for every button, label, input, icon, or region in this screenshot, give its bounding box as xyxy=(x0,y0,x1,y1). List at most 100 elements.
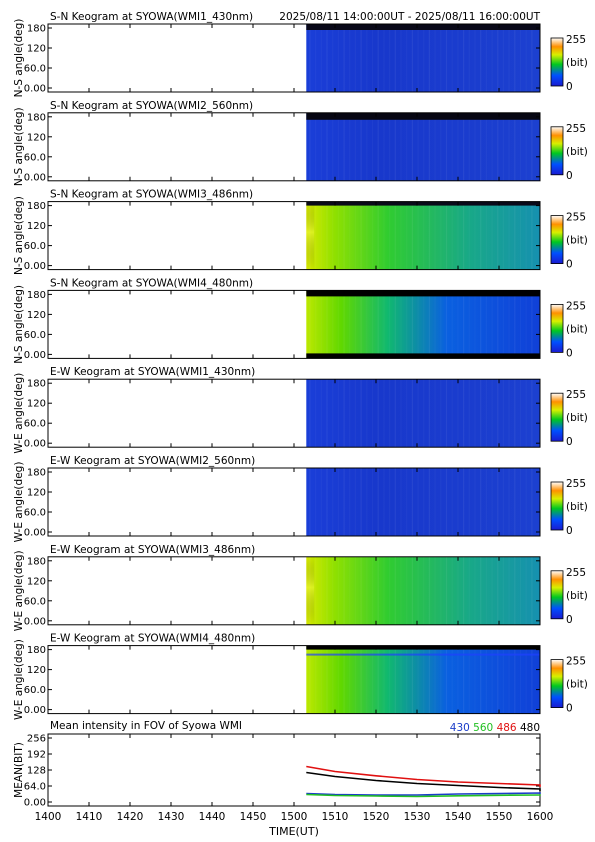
colorbar xyxy=(550,570,564,620)
keogram-streak xyxy=(332,468,333,536)
keogram-streak xyxy=(492,557,493,625)
keogram-streak xyxy=(514,112,516,181)
keogram-edge-band xyxy=(306,24,540,30)
y-tick-label: 180 xyxy=(27,290,46,301)
keogram-streak xyxy=(338,113,339,181)
keogram-streak xyxy=(321,646,322,714)
keogram-streak xyxy=(492,202,493,270)
keogram-streak xyxy=(435,379,436,447)
keogram-streak xyxy=(474,24,475,92)
keogram-streak xyxy=(383,24,384,92)
keogram-edge-band xyxy=(306,653,540,656)
keogram-streak xyxy=(445,112,448,181)
keogram-streak xyxy=(389,557,390,625)
keogram-streak xyxy=(383,379,384,447)
mean-y-label: MEAN(BIT) xyxy=(13,742,25,798)
keogram-streak xyxy=(338,468,339,536)
keogram-streak xyxy=(360,290,362,359)
keogram-streak xyxy=(423,113,424,181)
keogram-panel: S-N Keogram at SYOWA(WMI1_430nm) 180 120 60… xyxy=(13,11,588,97)
keogram-streak xyxy=(531,290,533,359)
colorbar-min-label: 0 xyxy=(566,259,573,271)
x-tick-label: 1600 xyxy=(527,811,554,823)
keogram-streak xyxy=(321,290,322,358)
colorbar-unit-label: (bit) xyxy=(566,57,588,69)
keogram-streak xyxy=(360,645,362,714)
y-tick-label: 60.0 xyxy=(24,152,46,163)
keogram-image xyxy=(306,379,540,448)
keogram-streak xyxy=(372,290,373,358)
keogram-streak xyxy=(435,202,436,270)
keogram-streak xyxy=(445,24,448,92)
y-tick-label: 120 xyxy=(27,310,46,321)
keogram-streak xyxy=(377,24,379,92)
colorbar-max-label: 255 xyxy=(566,478,586,490)
keogram-streak xyxy=(411,290,413,359)
mean-y-tick-label: 128 xyxy=(27,766,46,777)
colorbar-min-label: 0 xyxy=(566,81,573,93)
keogram-streak xyxy=(440,468,441,536)
x-tick-label: 1530 xyxy=(404,811,431,823)
keogram-streak xyxy=(343,201,345,270)
keogram-streak xyxy=(486,379,487,447)
keogram-streak xyxy=(486,24,487,92)
keogram-streak xyxy=(349,557,350,625)
legend-entry: 430 xyxy=(450,722,470,734)
keogram-streak xyxy=(406,113,407,181)
keogram-streak xyxy=(355,113,356,181)
keogram-streak xyxy=(315,113,316,181)
keogram-streak xyxy=(480,112,482,181)
keogram-streak xyxy=(315,202,316,270)
keogram-streak xyxy=(411,468,413,536)
keogram-streak xyxy=(428,556,430,625)
keogram-streak xyxy=(383,113,384,181)
colorbar xyxy=(550,392,564,442)
keogram-streak xyxy=(389,468,390,536)
colorbar xyxy=(550,481,564,531)
keogram-streak xyxy=(355,646,356,714)
x-tick-label: 1500 xyxy=(281,811,308,823)
y-tick-label: 120 xyxy=(27,576,46,587)
keogram-streak xyxy=(338,379,339,447)
keogram-streak xyxy=(497,645,499,714)
keogram-streak xyxy=(480,468,482,536)
keogram-streak xyxy=(372,557,373,625)
keogram-streak xyxy=(486,646,487,714)
keogram-streak xyxy=(366,202,367,270)
keogram-streak xyxy=(531,24,533,92)
keogram-streak xyxy=(435,468,436,536)
keogram-streak xyxy=(383,646,384,714)
keogram-streak xyxy=(440,113,441,181)
panel-y-label: N-S angle(deg) xyxy=(13,107,25,186)
y-tick-label: 0.00 xyxy=(24,439,46,450)
keogram-streak xyxy=(326,290,328,359)
mean-y-axis: 256 192 128 64.0 0.00 xyxy=(24,734,540,809)
y-tick-label: 120 xyxy=(27,221,46,232)
keogram-streak xyxy=(343,468,345,536)
keogram-streak xyxy=(389,646,390,714)
keogram-streak xyxy=(457,24,458,92)
keogram-streak xyxy=(321,557,322,625)
x-tick-label: 1400 xyxy=(35,811,62,823)
keogram-streak xyxy=(418,24,419,92)
panel-title: S-N Keogram at SYOWA(WMI3_486nm) xyxy=(50,189,253,201)
y-tick-label: 0.00 xyxy=(24,84,46,95)
keogram-image xyxy=(306,645,540,714)
keogram-edge-band xyxy=(306,112,540,120)
keogram-streak xyxy=(452,646,453,714)
keogram-streak xyxy=(445,201,448,270)
legend-entry: 480 xyxy=(520,722,540,734)
keogram-streak xyxy=(452,379,453,447)
keogram-streak xyxy=(366,24,367,92)
y-tick-label: 0.00 xyxy=(24,350,46,361)
keogram-streak xyxy=(440,290,441,358)
panel-y-label: W-E angle(deg) xyxy=(13,373,25,454)
keogram-streak xyxy=(394,290,396,359)
keogram-streak xyxy=(321,24,322,92)
keogram-streak xyxy=(531,468,533,536)
keogram-streak xyxy=(509,113,510,181)
keogram-streak xyxy=(332,290,333,358)
keogram-streak xyxy=(509,379,510,447)
keogram-panel: E-W Keogram at SYOWA(WMI2_560nm) 180 120 60… xyxy=(13,455,588,542)
keogram-streak xyxy=(418,113,419,181)
